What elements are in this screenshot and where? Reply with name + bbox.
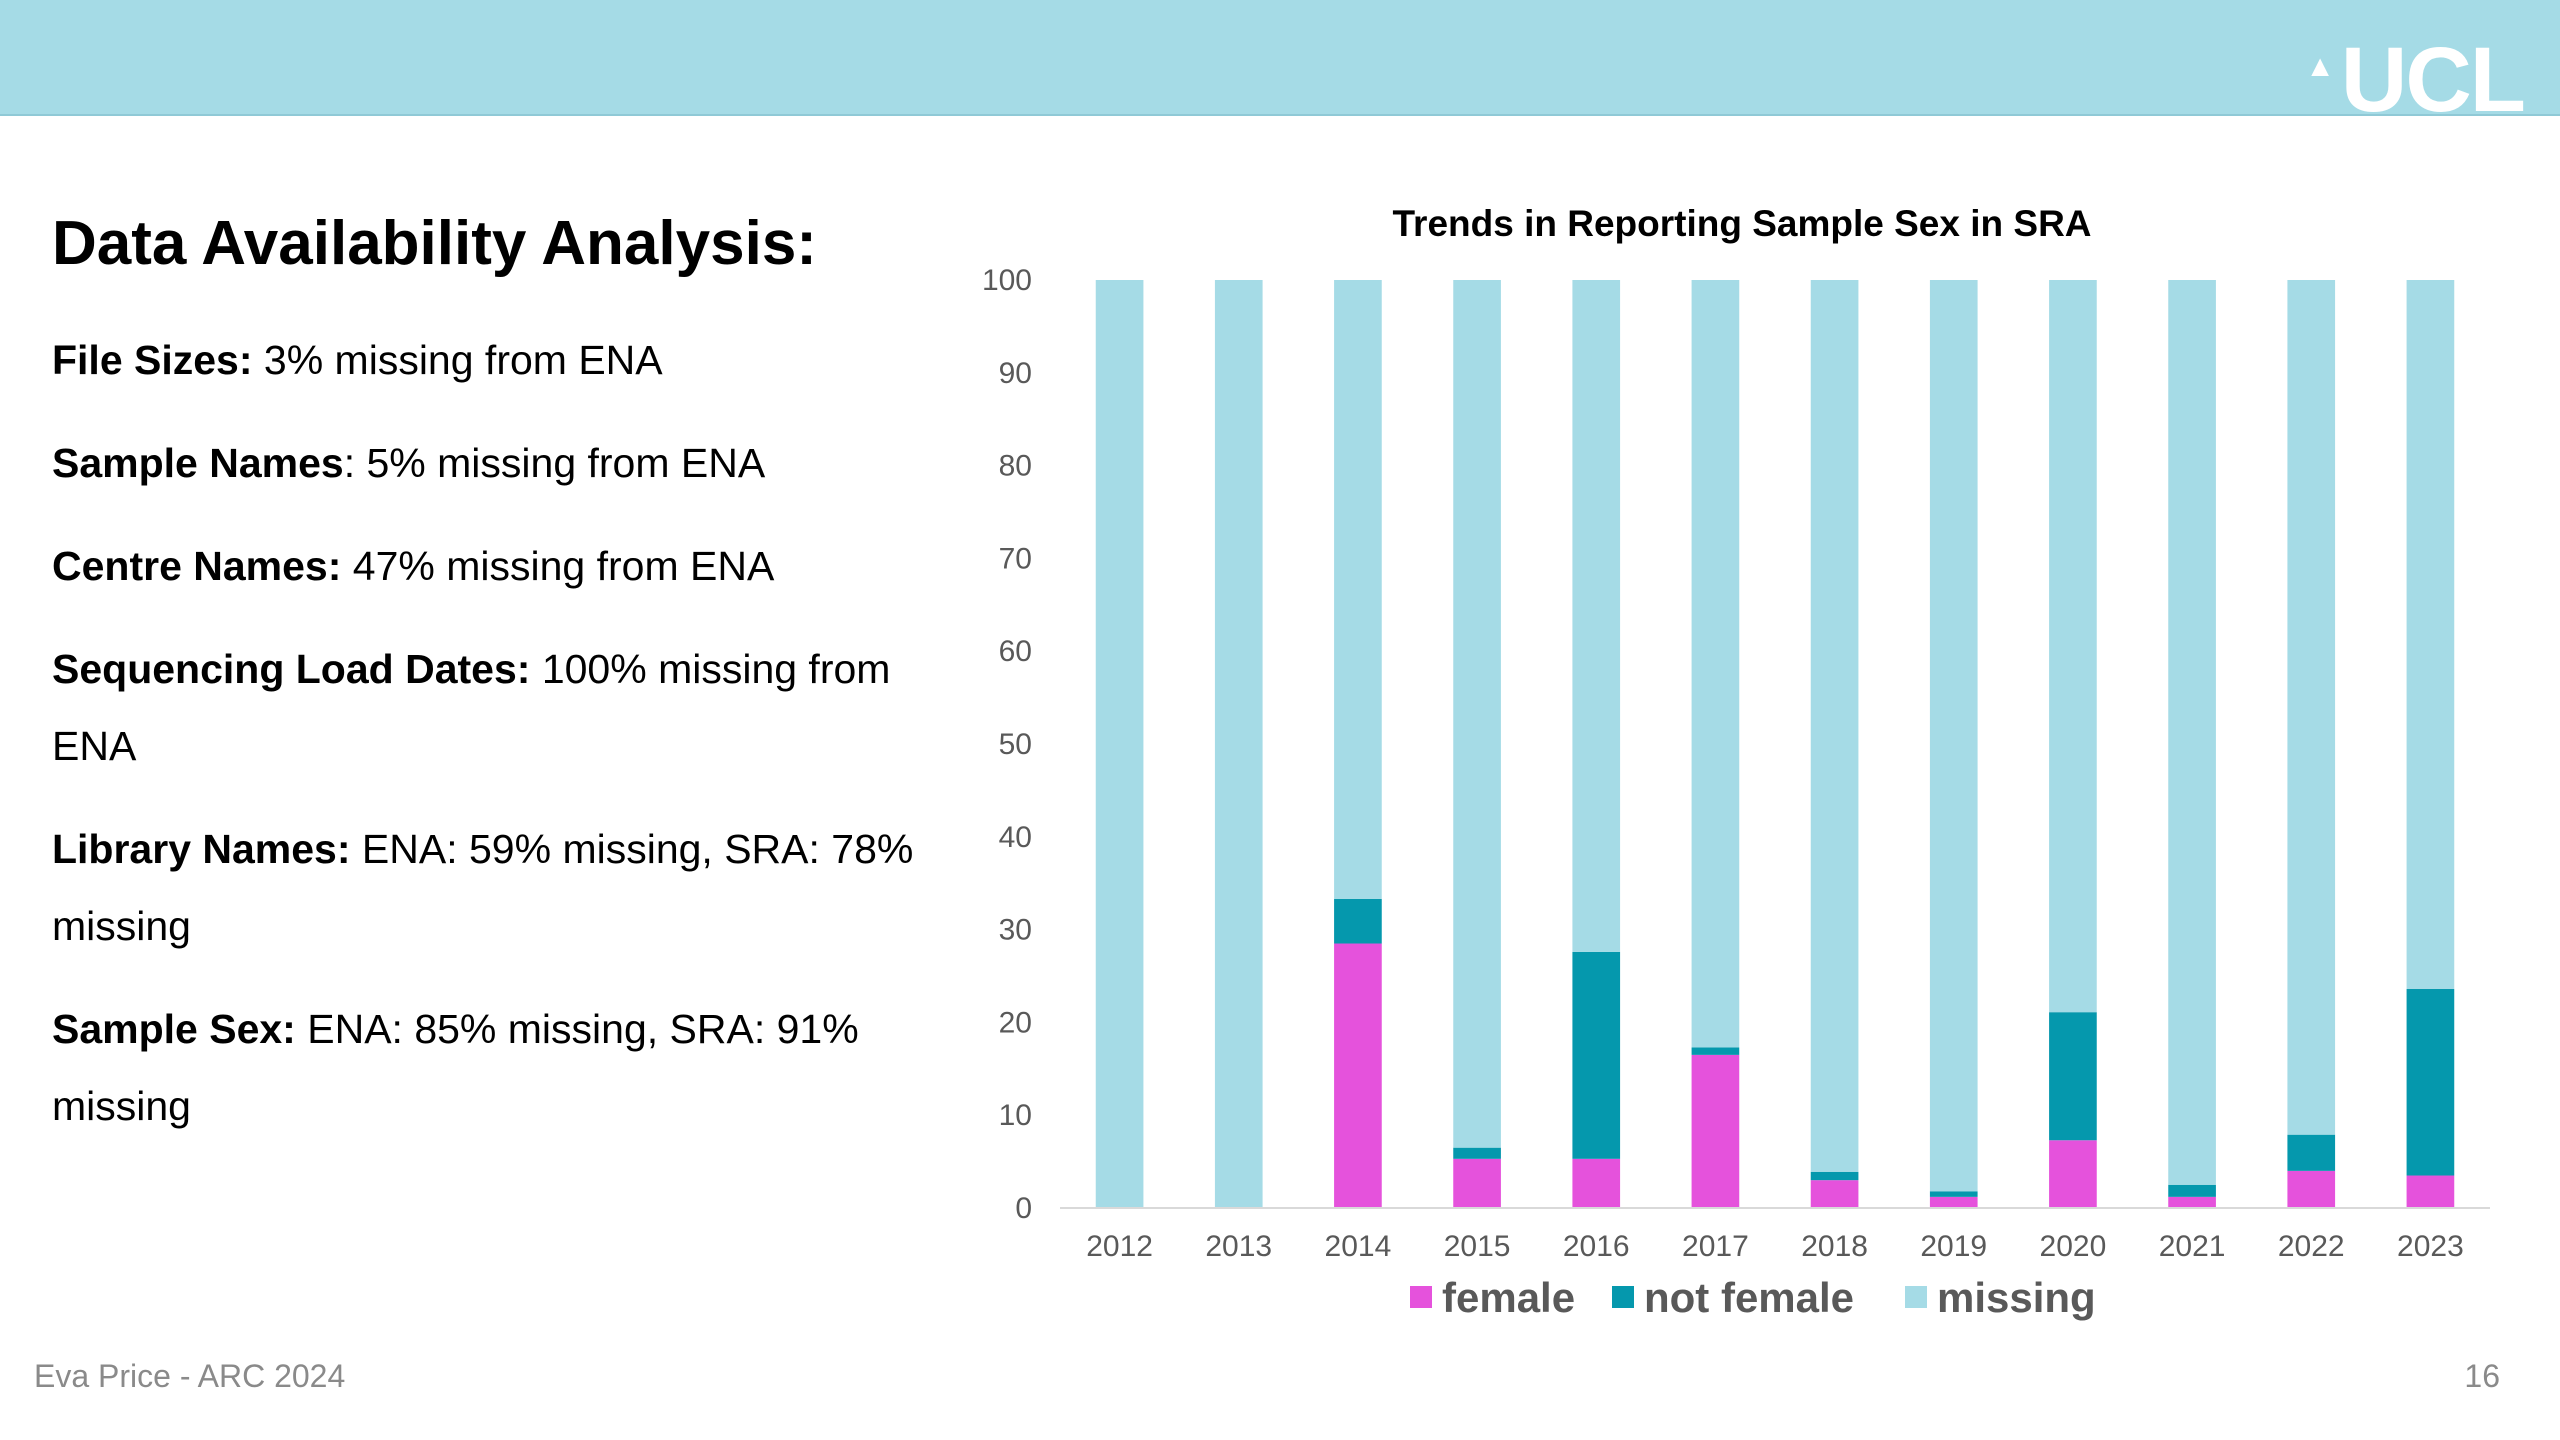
y-tick-label: 10 [999,1099,1032,1132]
analysis-item: Library Names: ENA: 59% missing, SRA: 78… [52,811,932,965]
stacked-bar-chart: Trends in Reporting Sample Sex in SRA 0 1… [982,203,2490,1321]
bar-not-female-2017 [1691,1047,1740,1055]
chart-title: Trends in Reporting Sample Sex in SRA [1392,203,2091,244]
bar-missing-2022 [2287,280,2336,1135]
x-tick-label: 2022 [2278,1230,2345,1263]
x-tick-label: 2014 [1325,1230,1392,1263]
bar-missing-2023 [2406,280,2455,989]
bar-missing-2018 [1810,280,1859,1172]
analysis-items: File Sizes: 3% missing from ENA Sample Na… [52,322,932,1145]
bar-not-female-2015 [1453,1147,1501,1159]
bar-female-2014 [1334,943,1382,1208]
x-tick-label: 2019 [1920,1230,1987,1263]
bar-missing-2015 [1453,280,1501,1148]
analysis-item: Sequencing Load Dates: 100% missing from… [52,631,932,785]
legend-label: not female [1644,1274,1854,1321]
analysis-item-text: ENA: 85% missing, SRA: 91% missing [52,1006,859,1130]
analysis-text-panel: Data Availability Analysis: File Sizes: … [52,209,932,1171]
legend-swatch-female [1410,1286,1432,1308]
x-tick-label: 2017 [1682,1230,1749,1263]
ucl-logo: ▲ UCL [2305,34,2526,126]
page-number: 16 [2464,1358,2500,1394]
bar-not-female-2022 [2287,1134,2336,1171]
bar-not-female-2023 [2406,988,2455,1176]
legend-swatch-missing [1905,1286,1927,1308]
header-bar: ▲ UCL [0,0,2560,126]
x-tick-label: 2020 [2040,1230,2107,1263]
x-tick-label: 2016 [1563,1230,1630,1263]
x-tick-label: 2015 [1444,1230,1511,1263]
ucl-logo-text: UCL [2340,29,2526,131]
bar-missing-2021 [2168,280,2216,1185]
bar-missing-2012 [1095,280,1144,1208]
legend: female not female missing [1410,1274,2096,1321]
y-tick-label: 20 [999,1006,1032,1039]
analysis-item-text: 100% missing from ENA [52,646,891,770]
bar-missing-2013 [1214,280,1263,1208]
analysis-item-label: Library Names: [52,826,351,873]
y-tick-label: 30 [999,914,1032,947]
bar-female-2020 [2049,1140,2097,1208]
bar-female-2022 [2287,1170,2336,1208]
analysis-item-text: ENA: 59% missing, SRA: 78% missing [52,826,914,950]
y-tick-label: 90 [999,357,1032,390]
bar-missing-2019 [1929,280,1978,1192]
y-tick-label: 40 [999,821,1032,854]
bar-female-2023 [2406,1175,2455,1208]
bar-not-female-2019 [1929,1191,1978,1197]
analysis-item-text: 47% missing from ENA [341,543,775,590]
bar-missing-2020 [2049,280,2097,1013]
analysis-item-label: Sequencing Load Dates: [52,646,531,693]
y-tick-label: 80 [999,450,1032,483]
x-tick-label: 2023 [2397,1230,2464,1263]
bars [1095,280,2455,1208]
x-tick-label: 2021 [2159,1230,2226,1263]
bar-missing-2016 [1572,280,1621,952]
bar-not-female-2016 [1572,951,1621,1159]
y-axis: 0 10 20 30 40 50 60 70 80 90 100 [982,264,1032,1225]
analysis-item: File Sizes: 3% missing from ENA [52,322,932,399]
legend-label: female [1442,1274,1575,1321]
analysis-item-label: Sample Sex: [52,1006,296,1053]
y-tick-label: 60 [999,635,1032,668]
y-tick-label: 70 [999,542,1032,575]
analysis-item-label: Centre Names: [52,543,342,590]
bar-missing-2017 [1691,280,1740,1048]
analysis-item: Centre Names: 47% missing from ENA [52,528,932,605]
bar-not-female-2018 [1810,1171,1859,1181]
analysis-item: Sample Names: 5% missing from ENA [52,425,932,502]
legend-label: missing [1937,1274,2096,1321]
analysis-item: Sample Sex: ENA: 85% missing, SRA: 91% m… [52,991,932,1145]
x-tick-label: 2013 [1205,1230,1272,1263]
bar-female-2019 [1929,1196,1978,1208]
slide-heading: Data Availability Analysis: [52,209,817,278]
y-tick-label: 50 [999,728,1032,761]
ucl-portico-icon: ▲ [2305,50,2335,83]
x-tick-label: 2018 [1801,1230,1868,1263]
bar-female-2015 [1453,1158,1501,1208]
legend-swatch-not-female [1612,1286,1634,1308]
bar-female-2017 [1691,1054,1740,1208]
bar-not-female-2014 [1334,898,1382,944]
y-tick-label: 100 [982,264,1032,297]
analysis-item-label: File Sizes: [52,337,253,384]
analysis-item-text: : 5% missing from ENA [343,440,766,487]
x-tick-label: 2012 [1086,1230,1153,1263]
analysis-item-label: Sample Names [52,440,344,487]
y-tick-label: 0 [1015,1192,1032,1225]
bar-female-2016 [1572,1158,1621,1208]
bar-female-2018 [1810,1180,1859,1208]
analysis-item-text: 3% missing from ENA [252,337,663,384]
bar-not-female-2021 [2168,1184,2216,1197]
x-axis: 2012 2013 2014 2015 2016 2017 2018 2019 2020 2021… [1060,1207,2490,1263]
bar-not-female-2020 [2049,1012,2097,1141]
bar-female-2021 [2168,1196,2216,1208]
footer-author: Eva Price - ARC 2024 [34,1358,346,1394]
bar-missing-2014 [1334,280,1382,899]
